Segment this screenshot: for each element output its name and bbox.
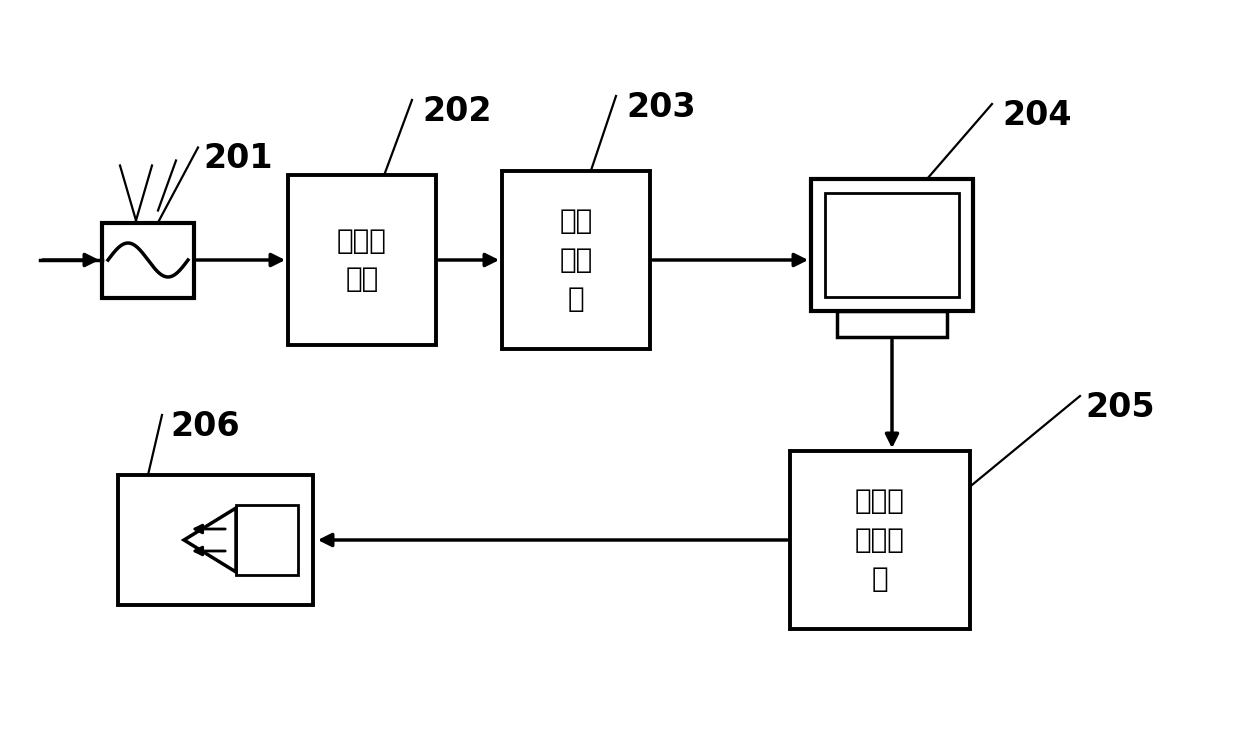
Bar [790, 451, 970, 629]
Text: 数据
存储
器: 数据 存储 器 [559, 207, 593, 313]
Bar [811, 179, 973, 311]
Text: 202: 202 [422, 95, 491, 128]
Text: 信号转
换编码
器: 信号转 换编码 器 [856, 487, 905, 593]
Text: 203: 203 [626, 91, 696, 124]
Text: 204: 204 [1002, 99, 1071, 132]
Bar [288, 175, 436, 345]
Bar [502, 171, 650, 349]
Text: 205: 205 [1085, 391, 1154, 424]
Text: 数据解
码器: 数据解 码器 [337, 226, 387, 293]
Bar [825, 193, 959, 297]
Bar [102, 223, 193, 298]
Text: 206: 206 [170, 410, 239, 443]
Bar [837, 311, 947, 337]
Bar [236, 505, 298, 575]
Text: 201: 201 [203, 142, 273, 176]
Bar [118, 475, 312, 605]
